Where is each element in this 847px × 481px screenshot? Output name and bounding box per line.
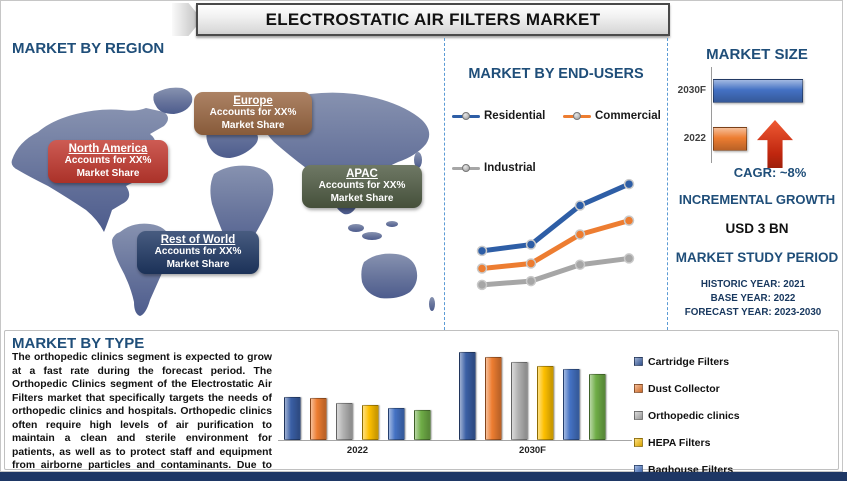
category-label-2030f: 2030F [519,445,546,456]
region-share-line1: Accounts for XX% [64,155,152,166]
incremental-growth-value: USD 3 BN [725,221,789,236]
page-title: ELECTROSTATIC AIR FILTERS MARKET [265,9,601,29]
map-australia [361,253,418,299]
map-island-1 [348,224,364,232]
title-banner: ELECTROSTATIC AIR FILTERS MARKET [172,3,670,36]
legend-swatch-icon [634,411,643,420]
type-bar-baghouse-filters [563,369,580,440]
map-island-2 [362,232,382,240]
type-bar-dust-collector [485,357,502,440]
region-share-line2: Market Share [76,167,140,179]
study-period-lines: HISTORIC YEAR: 2021 BASE YEAR: 2022 FORE… [660,278,846,321]
legend-label: Industrial [484,162,536,174]
commercial-marker-icon [563,111,591,121]
residential-marker-icon [452,111,480,121]
legend-label: Dust Collector [648,382,720,395]
study-period-heading: MARKET STUDY PERIOD [675,250,839,265]
region-name: Europe [233,95,273,107]
region-callout-rest-of-world: Rest of World Accounts for XX% Market Sh… [137,231,259,274]
region-share-line1: Accounts for XX% [154,246,242,257]
type-bar-others [589,374,606,440]
dashed-divider-right [667,38,668,330]
forecast-year: FORECAST YEAR: 2023-2030 [684,307,822,319]
end-users-section-heading: MARKET BY END-USERS [468,66,644,82]
type-bar-hepa-filters [537,366,554,440]
legend-swatch-icon [634,384,643,393]
legend-item-dust-collector: Dust Collector [634,375,740,402]
region-share-line1: Accounts for XX% [209,107,297,118]
map-greenland [153,87,193,114]
end-users-line-chart [476,178,635,291]
bar-group-2022 [284,397,431,440]
market-size-bar-label-2030f: 2030F [677,85,706,96]
type-bar-hepa-filters [362,405,379,440]
type-bar-cartridge-filters [284,397,301,440]
legend-label: HEPA Filters [648,436,711,449]
type-bar-dust-collector [310,398,327,440]
historic-year: HISTORIC YEAR: 2021 [700,279,806,290]
map-island-3 [386,221,398,227]
legend-item-cartridge-filters: Cartridge Filters [634,348,740,375]
region-callout-apac: APAC Accounts for XX% Market Share [302,165,422,208]
banner-body: ELECTROSTATIC AIR FILTERS MARKET [196,3,670,36]
region-share-line2: Market Share [221,119,285,131]
market-size-bar-2030f [713,79,803,103]
cagr-label: CAGR: ~8% [733,165,807,180]
bar-group-2030f [459,352,606,440]
base-year: BASE YEAR: 2022 [710,293,796,305]
incremental-growth-heading: INCREMENTAL GROWTH [678,192,836,207]
region-share-line2: Market Share [166,258,230,270]
market-size-axis [711,67,712,163]
type-section-heading: MARKET BY TYPE [12,335,145,352]
market-size-heading: MARKET SIZE [706,46,808,63]
type-chart-baseline [278,440,632,441]
region-share-line1: Accounts for XX% [318,180,406,191]
region-callout-north-america: North America Accounts for XX% Market Sh… [48,140,168,183]
legend-label: Cartridge Filters [648,355,730,368]
region-name: Rest of World [160,234,236,246]
category-label-2022: 2022 [346,445,369,456]
market-size-bar-2022 [713,127,747,151]
legend-item-orthopedic-clinics: Orthopedic clinics [634,402,740,429]
region-share-line2: Market Share [330,192,394,204]
legend-item-industrial: Industrial [452,162,536,174]
market-size-bar-label-2022: 2022 [683,133,706,144]
region-name: APAC [346,168,378,180]
type-section-paragraph: The orthopedic clinics segment is expect… [12,352,272,481]
region-callout-europe: Europe Accounts for XX% Market Share [194,92,312,135]
legend-item-commercial: Commercial [563,110,661,122]
map-japan [414,152,422,168]
type-bar-cartridge-filters [459,352,476,440]
type-section-box [4,330,839,470]
legend-swatch-icon [634,357,643,366]
legend-item-residential: Residential [452,110,545,122]
region-name: North America [68,143,148,155]
legend-item-hepa-filters: HEPA Filters [634,429,740,456]
type-bar-orthopedic-clinics [511,362,528,440]
legend-label: Residential [484,110,546,122]
type-chart-legend: Cartridge Filters Dust Collector Orthopedi… [634,348,740,481]
type-bar-orthopedic-clinics [336,403,353,440]
region-section-heading: MARKET BY REGION [12,40,165,57]
footer-stripe [0,472,847,481]
industrial-marker-icon [452,163,480,173]
type-bar-chart: 2022 2030F [278,342,634,456]
map-new-zealand [429,297,435,311]
dashed-divider-left [444,38,445,330]
legend-label: Orthopedic clinics [648,409,740,422]
type-bar-baghouse-filters [388,408,405,440]
type-bar-others [414,410,431,440]
legend-swatch-icon [634,438,643,447]
legend-label: Commercial [595,110,661,122]
